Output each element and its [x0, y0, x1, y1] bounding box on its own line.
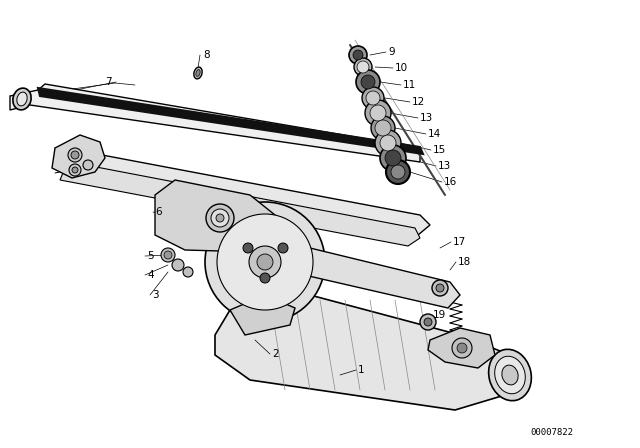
Circle shape: [172, 259, 184, 271]
Ellipse shape: [194, 67, 202, 79]
Text: 13: 13: [438, 161, 451, 171]
Circle shape: [375, 130, 401, 156]
Circle shape: [386, 160, 410, 184]
Polygon shape: [428, 328, 495, 368]
Circle shape: [380, 135, 396, 151]
Text: 6: 6: [155, 207, 162, 217]
Circle shape: [370, 105, 386, 121]
Circle shape: [69, 164, 81, 176]
Circle shape: [362, 87, 384, 109]
Text: 3: 3: [152, 290, 159, 300]
Text: 15: 15: [433, 145, 446, 155]
Circle shape: [205, 202, 325, 322]
Circle shape: [432, 280, 448, 296]
Ellipse shape: [495, 356, 525, 394]
Circle shape: [71, 151, 79, 159]
Text: 17: 17: [453, 237, 467, 247]
Circle shape: [278, 243, 288, 253]
Circle shape: [366, 91, 380, 105]
Text: 5: 5: [147, 251, 154, 261]
Ellipse shape: [196, 69, 200, 77]
Circle shape: [375, 120, 391, 136]
Polygon shape: [10, 84, 420, 162]
Circle shape: [260, 273, 270, 283]
Text: 19: 19: [433, 310, 446, 320]
Circle shape: [353, 50, 363, 60]
Polygon shape: [55, 148, 430, 235]
Text: 16: 16: [444, 177, 457, 187]
Text: 18: 18: [458, 257, 471, 267]
Circle shape: [420, 314, 436, 330]
Circle shape: [452, 338, 472, 358]
Circle shape: [365, 100, 391, 126]
Circle shape: [424, 318, 432, 326]
Circle shape: [161, 248, 175, 262]
Circle shape: [354, 58, 372, 76]
Circle shape: [183, 267, 193, 277]
Ellipse shape: [502, 365, 518, 385]
Circle shape: [68, 148, 82, 162]
Circle shape: [361, 75, 375, 89]
Polygon shape: [155, 180, 280, 252]
Polygon shape: [295, 248, 460, 308]
Text: 4: 4: [147, 270, 154, 280]
Polygon shape: [52, 135, 105, 178]
Text: 14: 14: [428, 129, 441, 139]
Circle shape: [83, 160, 93, 170]
Polygon shape: [230, 295, 295, 335]
Polygon shape: [215, 295, 520, 410]
Text: 11: 11: [403, 80, 416, 90]
Circle shape: [385, 150, 401, 166]
Ellipse shape: [13, 88, 31, 110]
Circle shape: [217, 214, 313, 310]
Circle shape: [391, 165, 405, 179]
Circle shape: [349, 46, 367, 64]
Ellipse shape: [488, 349, 531, 401]
Ellipse shape: [17, 92, 27, 106]
Circle shape: [457, 343, 467, 353]
Circle shape: [371, 116, 395, 140]
Circle shape: [380, 145, 406, 171]
Circle shape: [357, 61, 369, 73]
Text: 7: 7: [105, 77, 111, 87]
Circle shape: [206, 204, 234, 232]
Circle shape: [257, 254, 273, 270]
Circle shape: [249, 246, 281, 278]
Circle shape: [356, 70, 380, 94]
Text: 1: 1: [358, 365, 365, 375]
Text: 9: 9: [388, 47, 395, 57]
Text: 00007822: 00007822: [530, 427, 573, 436]
Text: 12: 12: [412, 97, 425, 107]
Text: 8: 8: [203, 50, 210, 60]
Text: 10: 10: [395, 63, 408, 73]
Circle shape: [211, 209, 229, 227]
Circle shape: [243, 243, 253, 253]
Text: 2: 2: [272, 349, 278, 359]
Polygon shape: [60, 162, 420, 246]
Circle shape: [216, 214, 224, 222]
Circle shape: [164, 251, 172, 259]
Circle shape: [72, 167, 78, 173]
Text: 13: 13: [420, 113, 433, 123]
Circle shape: [436, 284, 444, 292]
Polygon shape: [38, 88, 423, 154]
